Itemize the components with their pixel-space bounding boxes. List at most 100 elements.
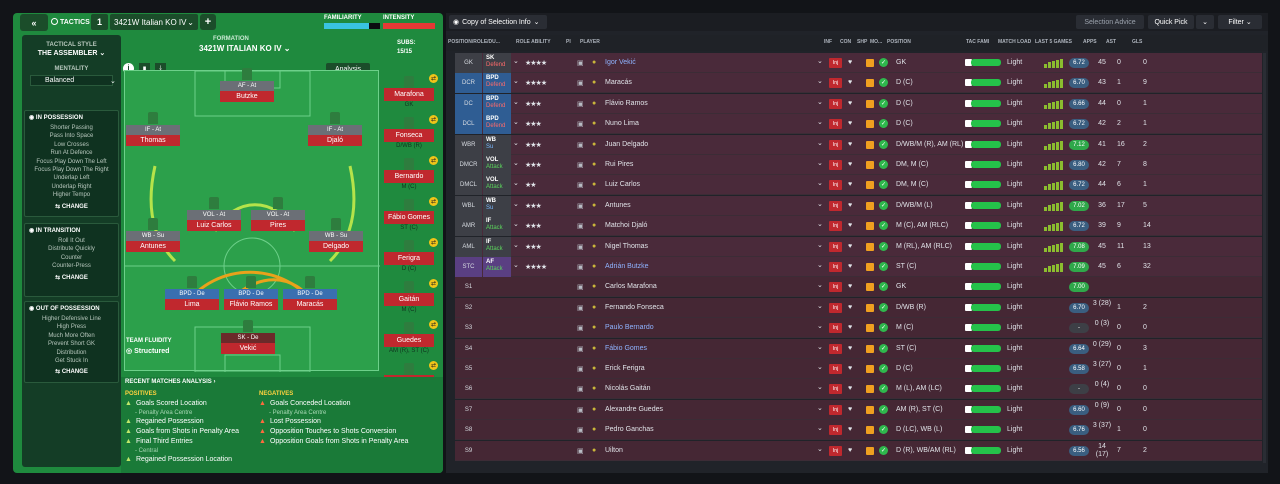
sub-player-name[interactable]: Guedes bbox=[384, 334, 434, 347]
column-header[interactable]: CON bbox=[840, 39, 852, 45]
table-row[interactable]: DCR BPD Defend ⌄ ★★★★ ▣ ● Maracás ⌄ Inj ♥ ✓ D (C) Lig… bbox=[455, 73, 1262, 94]
player-dropdown-icon[interactable]: ⌄ bbox=[817, 262, 823, 269]
player-name[interactable]: Fernando Fonseca bbox=[605, 303, 664, 311]
player-dropdown-icon[interactable]: ⌄ bbox=[817, 160, 823, 167]
table-row[interactable]: GK SK Defend ⌄ ★★★★ ▣ ● Igor Vekić ⌄ Inj ♥ ✓ GK Light… bbox=[455, 53, 1262, 73]
recent-matches-title[interactable]: RECENT MATCHES ANALYSIS › bbox=[125, 379, 216, 385]
player-instructions-icon[interactable]: ▣ bbox=[577, 80, 584, 88]
player-name[interactable]: Fábio Gomes bbox=[605, 344, 648, 352]
player-name[interactable]: Alexandre Guedes bbox=[605, 405, 663, 413]
player-instructions-icon[interactable]: ▣ bbox=[577, 386, 584, 394]
sub-player-name[interactable]: Gaitán bbox=[384, 293, 434, 306]
formation-dropdown[interactable]: 3421W ITALIAN KO IV ⌄ bbox=[199, 44, 291, 53]
player-name[interactable]: Maracás bbox=[605, 79, 632, 87]
player-name[interactable]: Matchoi Djaló bbox=[605, 222, 648, 230]
player-name[interactable]: Paulo Bernardo bbox=[605, 324, 654, 332]
sub-player-name[interactable]: Fonseca bbox=[384, 129, 434, 142]
player-instructions-icon[interactable]: ▣ bbox=[577, 447, 584, 455]
sub-player-name[interactable]: Fábio Gomes bbox=[384, 211, 434, 224]
player-instructions-icon[interactable]: ▣ bbox=[577, 345, 584, 353]
mentality-dropdown[interactable]: Balanced ⌄ bbox=[30, 75, 116, 86]
column-header[interactable]: GLS bbox=[1132, 39, 1143, 45]
player-dropdown-icon[interactable]: ⌄ bbox=[817, 98, 823, 106]
pitch-player-card[interactable]: BPD - De Lima bbox=[165, 289, 219, 311]
back-button[interactable]: « bbox=[20, 14, 48, 31]
player-instructions-icon[interactable]: ▣ bbox=[577, 121, 584, 129]
row-role[interactable]: AF Attack bbox=[483, 257, 511, 277]
column-header[interactable]: LAST 5 GAMES bbox=[1035, 39, 1072, 45]
table-row[interactable]: S4 ▣ ● Fábio Gomes ⌄ Inj ♥ ✓ ST (C) Light 6.64 0 (2… bbox=[455, 338, 1262, 359]
substitute-arrow-icon[interactable]: ⇄ bbox=[429, 115, 438, 124]
pitch-player-card[interactable]: IF - At Thomas bbox=[126, 125, 180, 147]
substitute-arrow-icon[interactable]: ⇄ bbox=[429, 361, 438, 370]
pitch-player-card[interactable]: BPD - De Flávio Ramos bbox=[224, 289, 278, 311]
player-dropdown-icon[interactable]: ⌄ bbox=[817, 119, 823, 127]
role-dropdown-icon[interactable]: ⌄ bbox=[513, 119, 519, 127]
role-dropdown-icon[interactable]: ⌄ bbox=[513, 58, 519, 65]
pitch-player-card[interactable]: VOL - At Luiz Carlos bbox=[187, 210, 241, 232]
quick-pick-button[interactable]: Quick Pick bbox=[1148, 15, 1194, 29]
sub-player-name[interactable]: Bernardo bbox=[384, 170, 434, 183]
player-name[interactable]: Luiz Carlos bbox=[605, 181, 641, 189]
player-instructions-icon[interactable]: ▣ bbox=[577, 427, 584, 435]
row-role[interactable]: SK Defend bbox=[483, 53, 511, 73]
role-dropdown-icon[interactable]: ⌄ bbox=[513, 241, 519, 249]
column-header[interactable]: PLAYER bbox=[580, 39, 600, 45]
pitch-player-card[interactable]: AF - At Butzke bbox=[220, 81, 274, 103]
in-transition-change-button[interactable]: ⇆ CHANGE bbox=[55, 274, 88, 281]
table-row[interactable]: S5 ▣ ● Erick Ferigra ⌄ Inj ♥ ✓ D (C) Light 6.58 3 (… bbox=[455, 359, 1262, 379]
player-dropdown-icon[interactable]: ⌄ bbox=[817, 58, 823, 65]
player-instructions-icon[interactable]: ▣ bbox=[577, 325, 584, 333]
chart-icon[interactable]: ▮ bbox=[139, 63, 150, 74]
download-icon[interactable]: ⤓ bbox=[155, 63, 166, 74]
player-dropdown-icon[interactable]: ⌄ bbox=[817, 384, 823, 392]
player-name[interactable]: Igor Vekić bbox=[605, 59, 636, 66]
table-row[interactable]: AMR IF Attack ⌄ ★★★ ▣ ● Matchoi Djaló ⌄ Inj ♥ ✓ M (C… bbox=[455, 216, 1262, 237]
player-instructions-icon[interactable]: ▣ bbox=[577, 366, 584, 373]
view-dropdown[interactable]: ◉ Copy of Selection Info ⌄ bbox=[449, 15, 547, 29]
sub-player-name[interactable]: Marafona bbox=[384, 88, 434, 101]
player-instructions-icon[interactable]: ▣ bbox=[577, 162, 584, 169]
table-row[interactable]: DCL BPD Defend ⌄ ★★★ ▣ ● Nuno Lima ⌄ Inj ♥ ✓ D (C) Li… bbox=[455, 114, 1262, 135]
role-dropdown-icon[interactable]: ⌄ bbox=[513, 139, 519, 147]
role-dropdown-icon[interactable]: ⌄ bbox=[513, 200, 519, 208]
column-header[interactable]: POSITION/ROLE/DU... bbox=[448, 39, 500, 45]
player-instructions-icon[interactable]: ▣ bbox=[577, 304, 584, 312]
role-dropdown-icon[interactable]: ⌄ bbox=[513, 180, 519, 188]
role-dropdown-icon[interactable]: ⌄ bbox=[513, 78, 519, 86]
player-name[interactable]: Pedro Ganchas bbox=[605, 426, 654, 434]
player-instructions-icon[interactable]: ▣ bbox=[577, 243, 584, 251]
substitute-arrow-icon[interactable]: ⇄ bbox=[429, 279, 438, 288]
pitch-player-card[interactable]: WB - Su Antunes bbox=[126, 231, 180, 253]
table-row[interactable]: WBL WB Su ⌄ ★★★ ▣ ● Antunes ⌄ Inj ♥ ✓ D/WB/M (L) Ligh… bbox=[455, 195, 1262, 216]
column-header[interactable]: SHP bbox=[857, 39, 868, 45]
player-instructions-icon[interactable]: ▣ bbox=[577, 284, 584, 292]
row-role[interactable]: BPD Defend bbox=[483, 93, 511, 114]
column-header[interactable]: PI bbox=[566, 39, 571, 45]
player-instructions-icon[interactable]: ▣ bbox=[577, 223, 584, 231]
player-instructions-icon[interactable]: ▣ bbox=[577, 100, 584, 108]
player-dropdown-icon[interactable]: ⌄ bbox=[817, 241, 823, 249]
table-row[interactable]: S9 ▣ ● Uilton ⌄ Inj ♥ ✓ D (R), WB/AM (RL) Light 6.… bbox=[455, 440, 1262, 461]
column-header[interactable]: ROLE ABILITY bbox=[516, 39, 551, 45]
table-row[interactable]: S7 ▣ ● Alexandre Guedes ⌄ Inj ♥ ✓ AM (R), ST (C)… bbox=[455, 399, 1262, 420]
role-dropdown-icon[interactable]: ⌄ bbox=[513, 221, 519, 229]
add-tactic-button[interactable]: + bbox=[200, 14, 216, 30]
player-dropdown-icon[interactable]: ⌄ bbox=[817, 282, 823, 290]
player-name[interactable]: Rui Pires bbox=[605, 161, 634, 168]
info-icon[interactable]: i bbox=[123, 63, 134, 74]
player-dropdown-icon[interactable]: ⌄ bbox=[817, 78, 823, 86]
out-of-possession-change-button[interactable]: ⇆ CHANGE bbox=[55, 369, 88, 376]
column-header[interactable]: POSITION bbox=[887, 39, 911, 45]
table-row[interactable]: S3 ▣ ● Paulo Bernardo ⌄ Inj ♥ ✓ M (C) Light -0 (3)… bbox=[455, 318, 1262, 339]
pitch-player-card[interactable]: IF - At Djaló bbox=[308, 125, 362, 147]
table-row[interactable]: DMCL VOL Attack ⌄ ★★ ▣ ● Luiz Carlos ⌄ Inj ♥ ✓ DM, M… bbox=[455, 175, 1262, 196]
table-row[interactable]: STC AF Attack ⌄ ★★★★ ▣ ● Adrián Butzke ⌄ Inj ♥ ✓ ST … bbox=[455, 257, 1262, 277]
player-instructions-icon[interactable]: ▣ bbox=[577, 182, 584, 190]
table-row[interactable]: S8 ▣ ● Pedro Ganchas ⌄ Inj ♥ ✓ D (LC), WB (L) Lig… bbox=[455, 420, 1262, 441]
table-row[interactable]: AML IF Attack ⌄ ★★★ ▣ ● Nigel Thomas ⌄ Inj ♥ ✓ M (RL… bbox=[455, 236, 1262, 257]
role-dropdown-icon[interactable]: ⌄ bbox=[513, 262, 519, 269]
selection-advice-button[interactable]: Selection Advice bbox=[1076, 15, 1144, 29]
player-dropdown-icon[interactable]: ⌄ bbox=[817, 221, 823, 229]
substitute-arrow-icon[interactable]: ⇄ bbox=[429, 156, 438, 165]
